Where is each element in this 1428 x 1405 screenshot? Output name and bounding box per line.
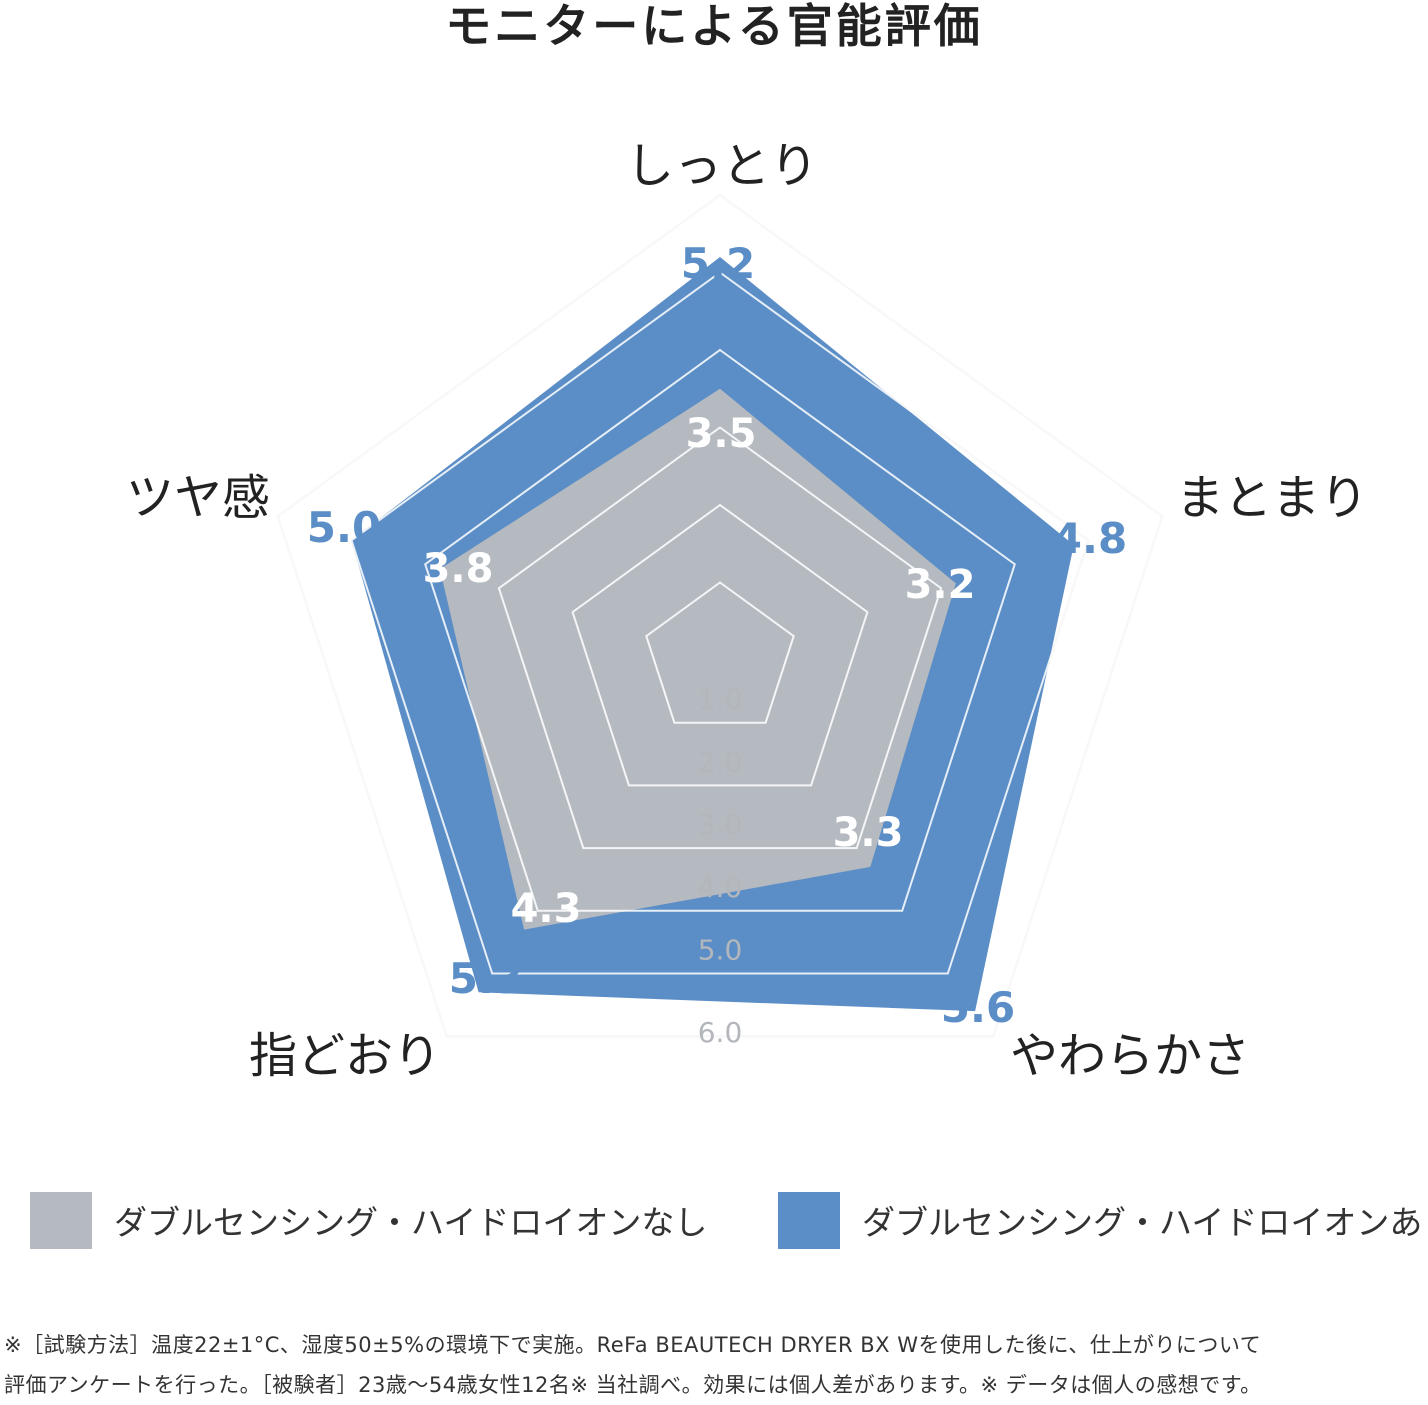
- legend-label-without: ダブルセンシング・ハイドロイオンなし: [114, 1203, 708, 1242]
- footnote: ※［試験方法］温度22±1°C、湿度50±5%の環境下で実施。ReFa BEAU…: [4, 1325, 1424, 1405]
- grid-ring-overlay-3: [497, 426, 943, 850]
- legend-label-with: ダブルセンシング・ハイドロイオンあり: [862, 1203, 1428, 1242]
- legend-swatch-without: [30, 1191, 92, 1249]
- axis-label-2: まとまり: [1176, 470, 1368, 526]
- value-label-with-4: 5.3: [449, 954, 523, 1003]
- grid-ring-overlay-6: [276, 193, 1164, 1038]
- value-label-without-1: 3.5: [686, 411, 757, 457]
- ring-label-2: 2.0: [698, 745, 743, 778]
- ring-label-5: 5.0: [698, 933, 743, 966]
- value-label-with-1: 5.2: [681, 239, 755, 288]
- value-label-without-2: 3.2: [905, 562, 976, 608]
- legend-swatch-with: [778, 1191, 840, 1249]
- ring-label-4: 4.0: [698, 871, 743, 904]
- value-label-with-5: 5.0: [307, 503, 381, 552]
- grid-ring-overlay-5: [350, 271, 1090, 975]
- grid-ring-overlay-2: [571, 503, 869, 787]
- chart-title: モニターによる官能評価: [445, 0, 983, 53]
- value-label-with-3: 5.6: [941, 983, 1015, 1032]
- legend-item-with: ダブルセンシング・ハイドロイオンあり: [778, 1191, 1428, 1249]
- ring-label-6: 6.0: [698, 1016, 743, 1049]
- value-label-without-4: 4.3: [511, 886, 582, 932]
- axis-label-3: やわらかさ: [1010, 1028, 1250, 1084]
- value-label-without-5: 3.8: [423, 546, 494, 592]
- axis-label-5: ツヤ感: [126, 470, 270, 526]
- footnote-line-1: ※［試験方法］温度22±1°C、湿度50±5%の環境下で実施。ReFa BEAU…: [4, 1333, 1262, 1357]
- axis-label-4: 指どおり: [249, 1028, 441, 1084]
- legend-item-without: ダブルセンシング・ハイドロイオンなし: [30, 1191, 708, 1249]
- grid-ring-overlay-1: [645, 581, 795, 724]
- ring-label-1: 1.0: [698, 683, 743, 716]
- value-label-without-3: 3.3: [833, 810, 904, 856]
- axis-label-1: しっとり: [626, 138, 818, 194]
- value-label-with-2: 4.8: [1053, 514, 1127, 563]
- ring-label-3: 3.0: [698, 808, 743, 841]
- grid-ring-overlay-4: [424, 348, 1016, 912]
- footnote-line-2: 評価アンケートを行った。［被験者］23歳〜54歳女性12名※ 当社調べ。効果には…: [4, 1373, 1262, 1397]
- series-area-without: [439, 388, 956, 930]
